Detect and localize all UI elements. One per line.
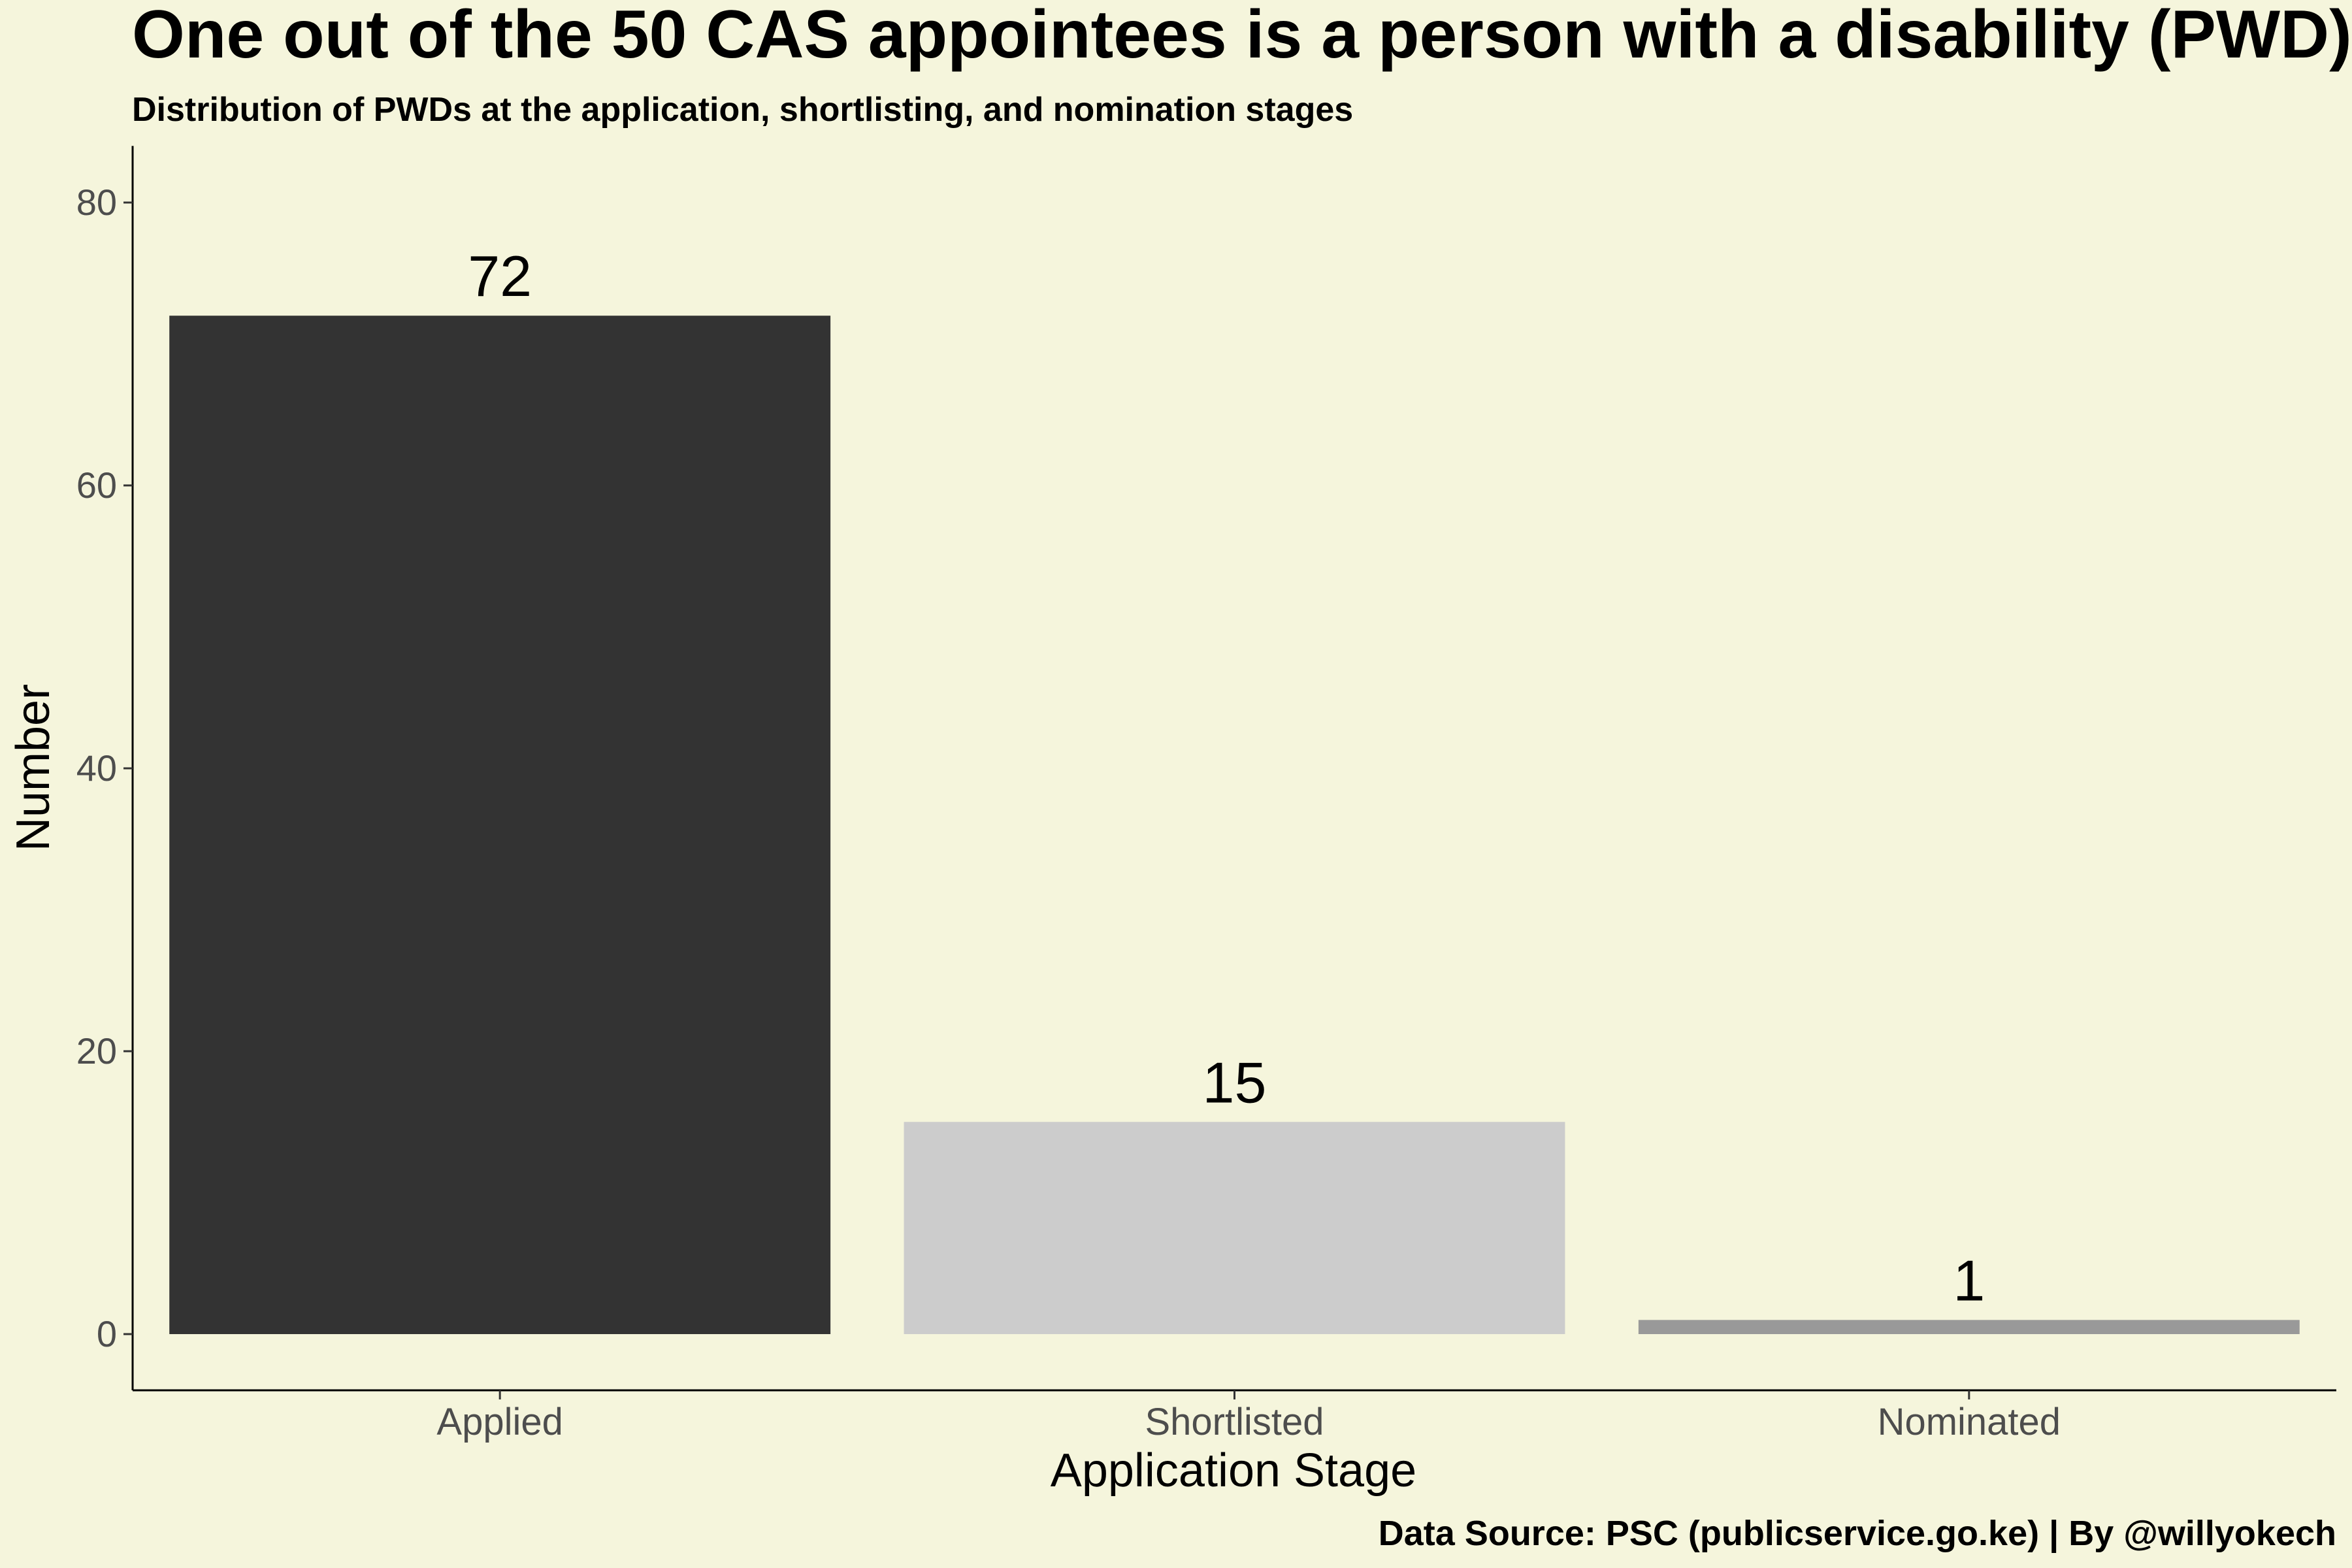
data-label-nominated: 1 (1953, 1248, 1985, 1313)
bar-applied (169, 316, 831, 1335)
y-tick-label: 80 (76, 182, 117, 223)
y-tick-label: 0 (97, 1313, 117, 1354)
chart-caption: Data Source: PSC (publicservice.go.ke) |… (1379, 1514, 2336, 1554)
x-tick-label: Shortlisted (1145, 1401, 1324, 1443)
x-axis: Applied Shortlisted Nominated (133, 1389, 2336, 1443)
y-axis-title: Number (7, 684, 59, 851)
data-labels: 72 15 1 (468, 244, 1985, 1313)
chart-subtitle: Distribution of PWDs at the application,… (132, 91, 1353, 129)
y-tick-label: 40 (76, 747, 117, 789)
x-tick-label: Applied (436, 1401, 563, 1443)
x-tick-label: Nominated (1878, 1401, 2061, 1443)
x-axis-title: Application Stage (1051, 1445, 1416, 1497)
chart-title: One out of the 50 CAS appointees is a pe… (132, 0, 2352, 73)
y-tick-label: 20 (76, 1030, 117, 1071)
data-label-applied: 72 (468, 244, 532, 308)
bars (169, 316, 2300, 1335)
y-tick-label: 60 (76, 465, 117, 506)
bar-nominated (1638, 1320, 2300, 1334)
bar-shortlisted (904, 1122, 1565, 1334)
y-axis: 0 20 40 60 80 (76, 146, 134, 1390)
data-label-shortlisted: 15 (1203, 1050, 1267, 1115)
